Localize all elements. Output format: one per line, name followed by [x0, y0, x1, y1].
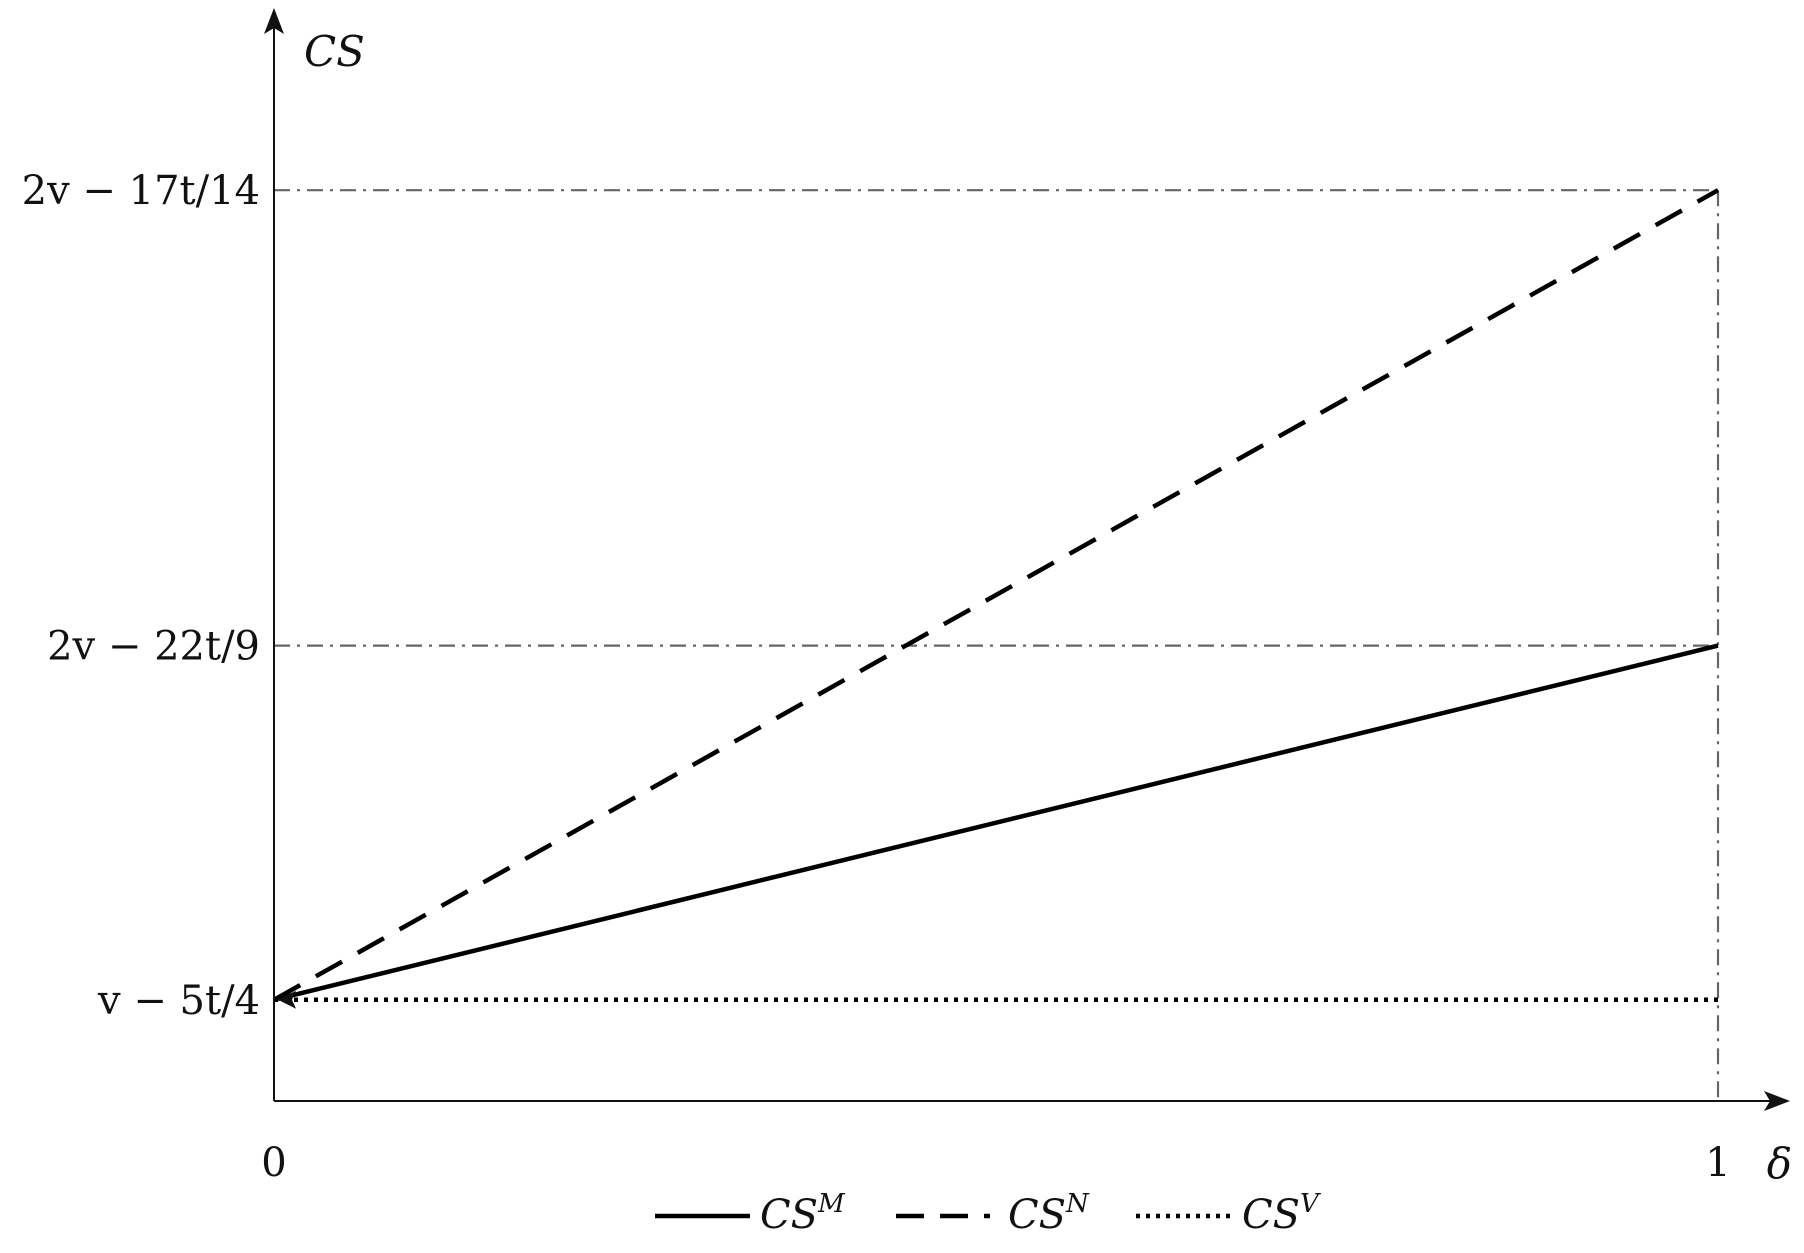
legend: CSM CSN CSV [655, 1189, 1321, 1238]
legend-label-v: CSV [1242, 1189, 1321, 1238]
y-axis-arrowhead [264, 8, 284, 34]
x-axis-title: δ [1767, 1139, 1792, 1188]
x-axis-arrowhead [1764, 1091, 1790, 1111]
y-axis-title: CS [304, 27, 365, 76]
y-tick-label-1: 2v − 22t/9 [47, 624, 260, 670]
series-line-n [272, 188, 1720, 1002]
series-line-m [273, 643, 1719, 1002]
reference-lines [274, 189, 1720, 1101]
origin-arrowhead [278, 990, 296, 1009]
y-tick-label-2: 2v − 17t/14 [22, 168, 260, 214]
legend-label-n: CSN [1008, 1189, 1090, 1238]
y-tick-label-0: v − 5t/4 [97, 978, 260, 1024]
axes [264, 8, 1790, 1111]
x-tick-label-1: 1 [1705, 1140, 1730, 1186]
series-lines [272, 188, 1720, 1009]
x-tick-label-0: 0 [261, 1140, 286, 1186]
tick-labels: v − 5t/4 2v − 22t/9 2v − 17t/14 0 1 [22, 168, 1731, 1186]
legend-label-m: CSM [760, 1189, 846, 1238]
